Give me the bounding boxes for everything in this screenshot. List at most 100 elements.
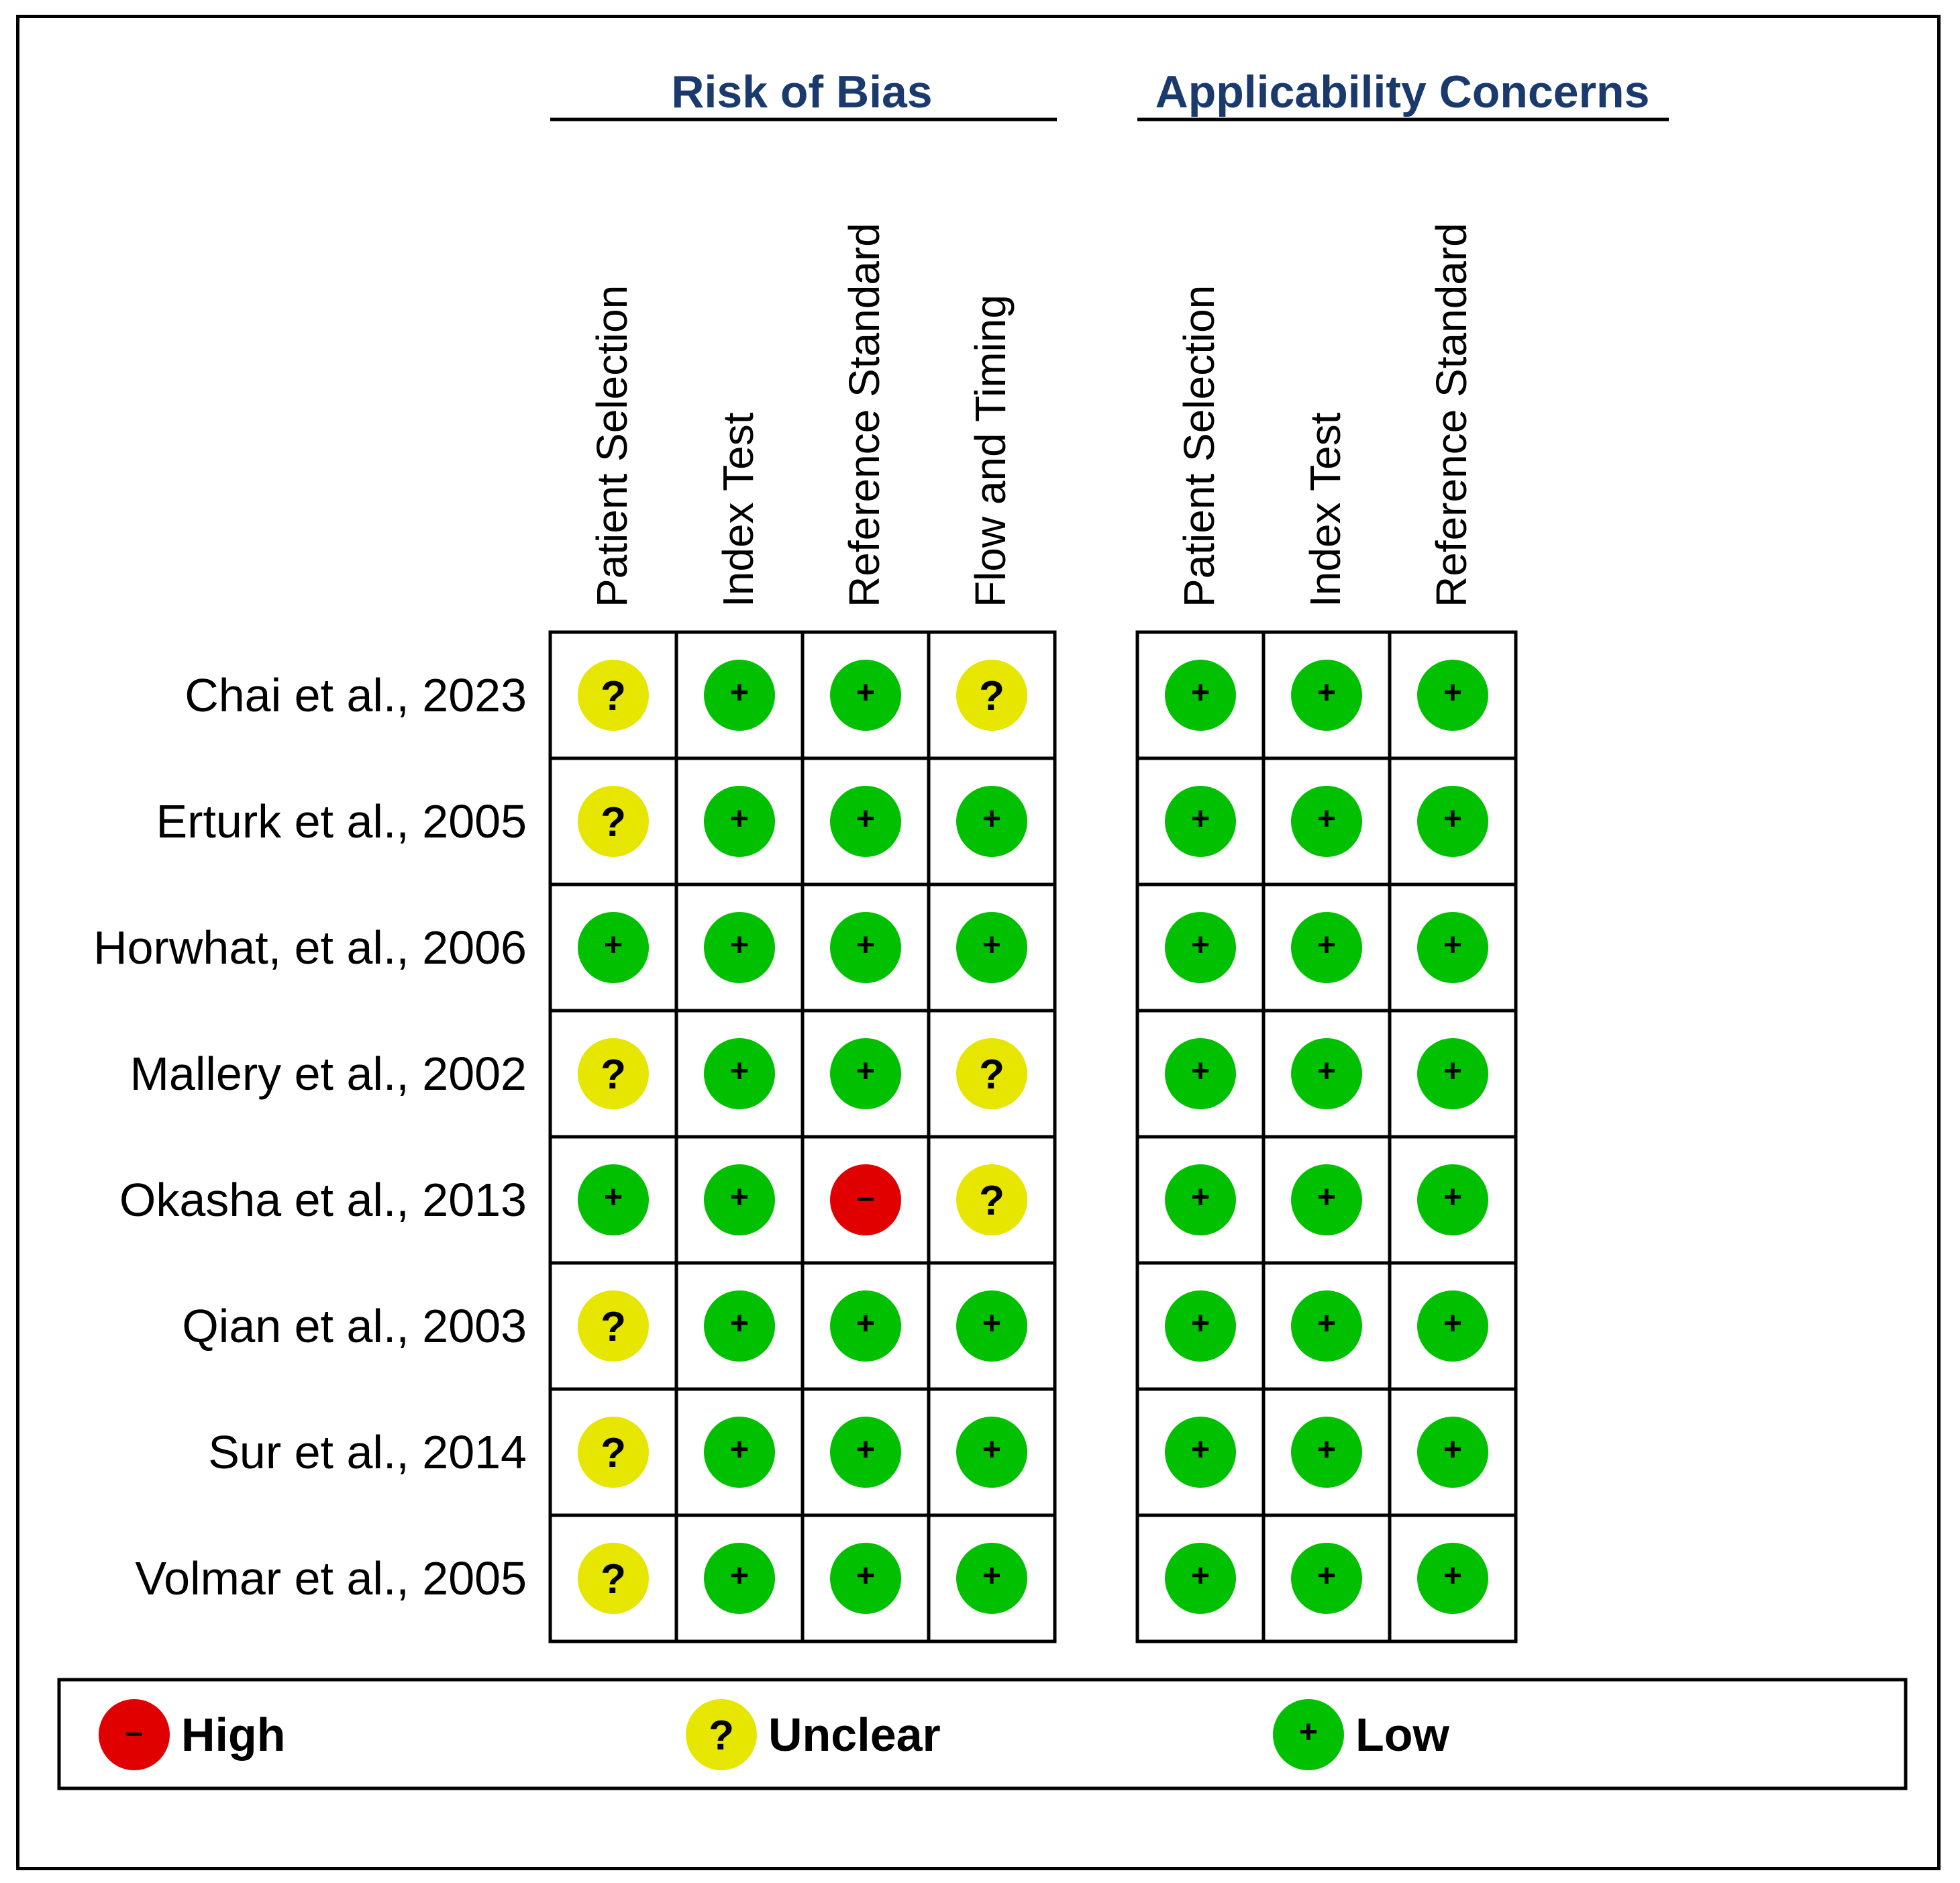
cell-low-3-0-2 [830,1038,901,1109]
low-symbol: + [856,1432,875,1468]
study-label-5: Qian et al., 2003 [182,1300,527,1352]
low-symbol: + [1443,1432,1462,1468]
cell-low-0-0-1 [704,660,775,731]
cell-low-3-0-1 [704,1038,775,1109]
low-symbol: + [730,1558,749,1594]
cell-low-2-0-1 [704,912,775,983]
low-symbol: + [1317,1054,1336,1089]
cell-low-6-0-3 [956,1417,1027,1488]
cell-low-7-0-3 [956,1543,1027,1614]
cell-low-4-1-2 [1417,1164,1488,1235]
cell-low-5-1-0 [1165,1290,1236,1362]
unclear-symbol: ? [601,673,626,719]
low-symbol: + [856,675,875,711]
cell-low-3-1-2 [1417,1038,1488,1109]
low-symbol: + [982,1306,1001,1341]
unclear-symbol: ? [979,673,1004,719]
low-symbol: + [1443,1054,1462,1089]
low-symbol: + [856,1306,875,1341]
low-symbol: + [1191,1054,1210,1089]
cell-low-1-0-3 [956,786,1027,857]
low-symbol: + [1317,801,1336,837]
low-symbol: + [1317,1432,1336,1468]
legend-swatch-high [99,1699,170,1770]
low-symbol: + [1443,675,1462,711]
low-symbol: + [1443,801,1462,837]
cell-low-5-0-1 [704,1290,775,1362]
figure-frame [16,15,1941,1870]
column-header-0-2: Reference Standard [840,223,888,607]
low-symbol: + [730,1432,749,1468]
low-symbol: + [856,927,875,963]
unclear-symbol: ? [601,1304,626,1350]
cell-low-0-0-2 [830,660,901,731]
legend-swatch-unclear [686,1699,757,1770]
cell-low-6-0-2 [830,1417,901,1488]
low-symbol: + [1443,927,1462,963]
unclear-symbol: ? [601,1430,626,1476]
low-symbol: + [604,1180,623,1215]
study-label-3: Mallery et al., 2002 [130,1048,527,1100]
high-symbol: – [857,1180,875,1215]
low-symbol: + [1191,675,1210,711]
low-symbol: + [982,927,1001,963]
group-title-1: Applicability Concerns [1155,66,1650,117]
cell-low-1-1-2 [1417,786,1488,857]
legend-box [57,1678,1908,1790]
cell-low-5-1-1 [1291,1290,1362,1362]
unclear-symbol: ? [601,799,626,846]
cell-low-5-0-2 [830,1290,901,1362]
low-symbol: + [856,801,875,837]
cell-low-1-0-1 [704,786,775,857]
cell-low-4-1-1 [1291,1164,1362,1235]
cell-low-6-1-2 [1417,1417,1488,1488]
cell-unclear-0-0-0 [578,660,649,731]
unclear-symbol: ? [979,1178,1004,1224]
low-symbol: + [1317,1558,1336,1594]
cell-low-6-1-0 [1165,1417,1236,1488]
cell-low-5-0-3 [956,1290,1027,1362]
low-symbol: + [982,1432,1001,1468]
low-symbol: + [1191,801,1210,837]
low-symbol: + [604,927,623,963]
low-symbol: + [856,1558,875,1594]
cell-low-7-0-2 [830,1543,901,1614]
cell-low-2-1-2 [1417,912,1488,983]
low-symbol: + [1317,1180,1336,1215]
legend-symbol-high: – [125,1715,144,1750]
low-symbol: + [1443,1306,1462,1341]
study-label-0: Chai et al., 2023 [185,669,527,721]
low-symbol: + [1191,1558,1210,1594]
cell-low-7-0-1 [704,1543,775,1614]
cell-low-7-1-2 [1417,1543,1488,1614]
cell-low-4-0-0 [578,1164,649,1235]
cell-low-2-0-0 [578,912,649,983]
cell-low-4-0-1 [704,1164,775,1235]
column-header-1-0: Patient Selection [1175,285,1223,607]
cell-unclear-7-0-0 [578,1543,649,1614]
study-label-4: Okasha et al., 2013 [119,1174,527,1226]
cell-low-1-1-0 [1165,786,1236,857]
low-symbol: + [730,927,749,963]
cell-unclear-3-0-3 [956,1038,1027,1109]
cell-low-0-1-2 [1417,660,1488,731]
cell-low-3-1-0 [1165,1038,1236,1109]
cell-low-2-0-3 [956,912,1027,983]
low-symbol: + [856,1054,875,1089]
low-symbol: + [1191,1306,1210,1341]
low-symbol: + [1317,1306,1336,1341]
low-symbol: + [730,1054,749,1089]
cell-low-4-1-0 [1165,1164,1236,1235]
cell-high-4-0-2 [830,1164,901,1235]
low-symbol: + [982,801,1001,837]
cell-unclear-5-0-0 [578,1290,649,1362]
legend-label-unclear: Unclear [768,1709,941,1761]
unclear-symbol: ? [601,1052,626,1098]
legend-swatch-low [1273,1699,1344,1770]
low-symbol: + [730,1180,749,1215]
legend-symbol-unclear: ? [709,1713,734,1759]
column-header-0-3: Flow and Timing [966,295,1015,607]
cell-low-0-1-1 [1291,660,1362,731]
cell-low-6-0-1 [704,1417,775,1488]
column-header-1-1: Index Test [1301,412,1349,607]
